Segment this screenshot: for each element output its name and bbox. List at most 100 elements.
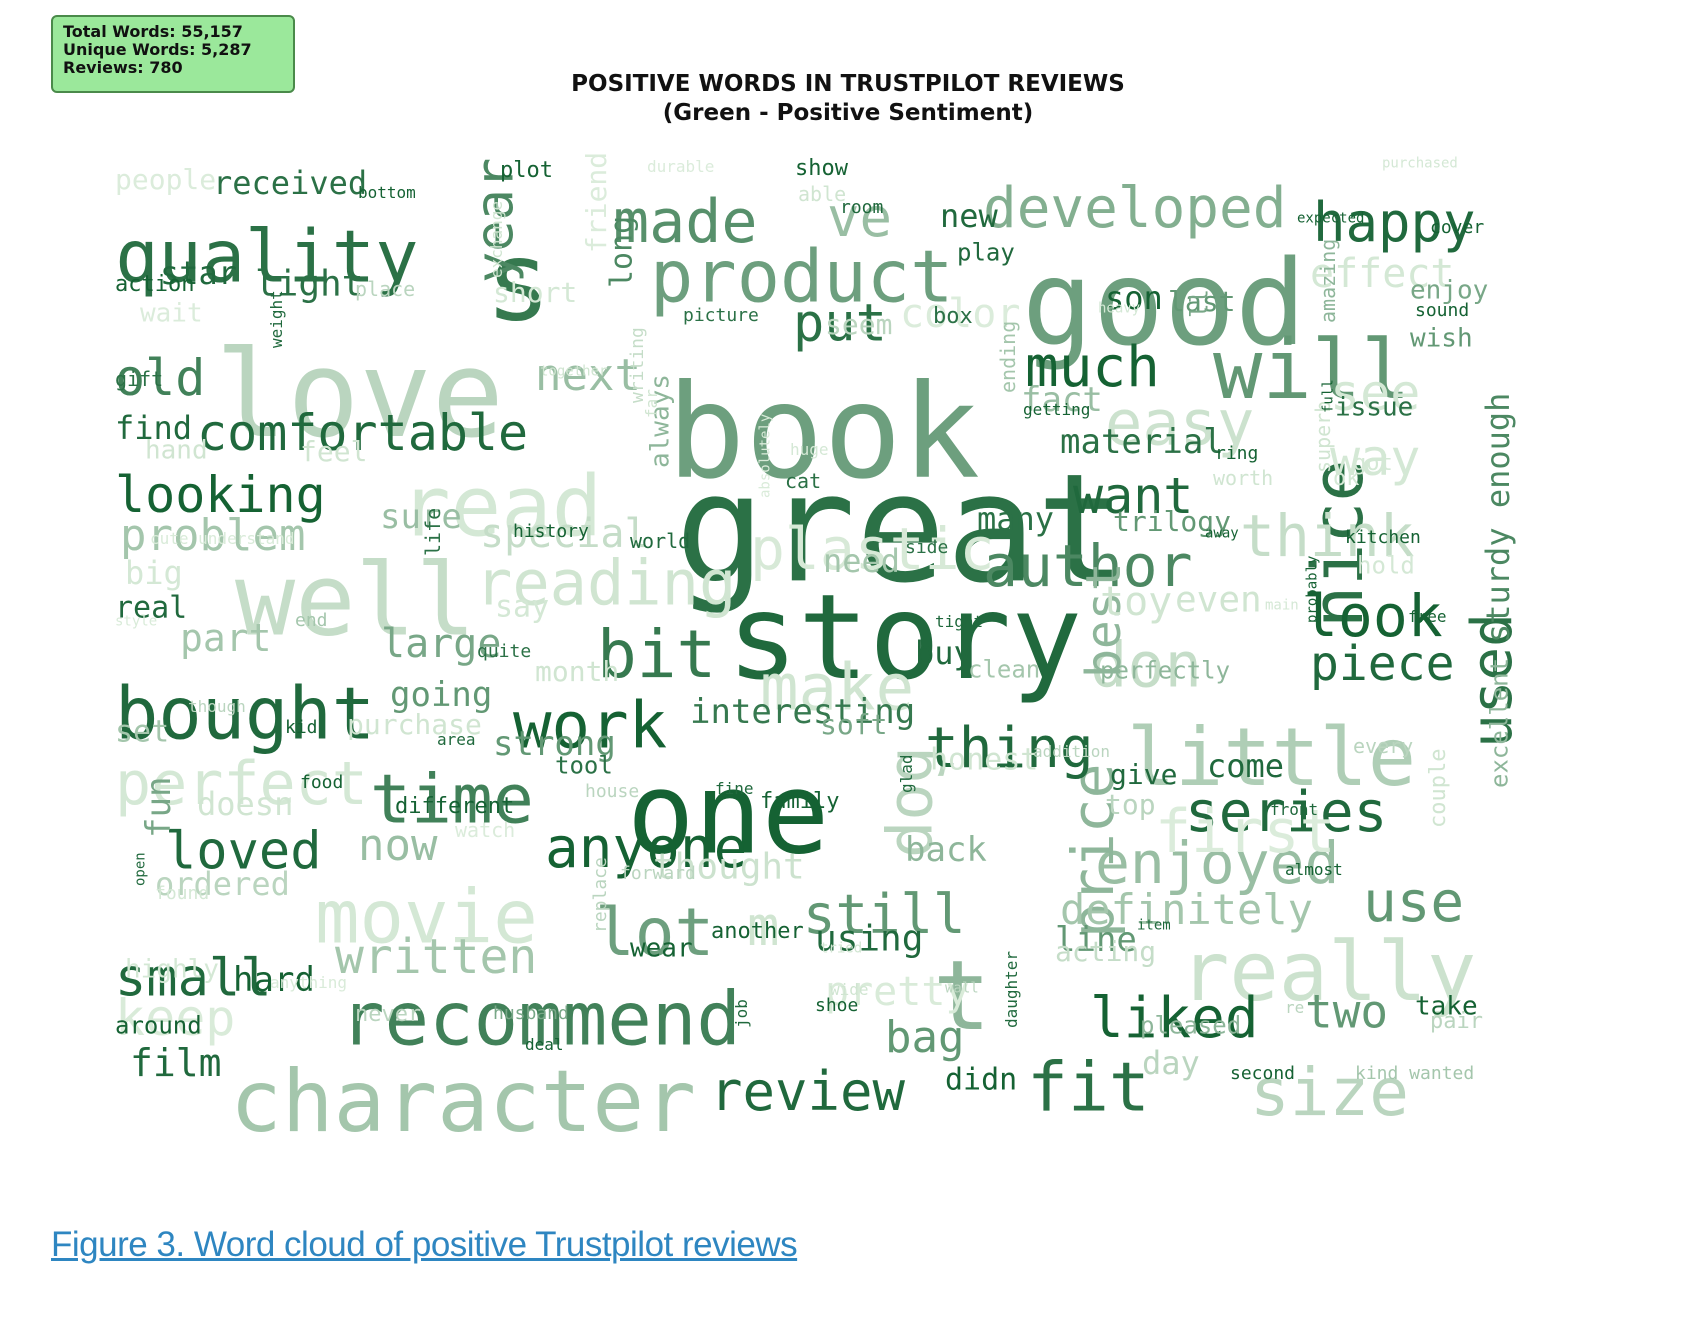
word-cover: cover — [1430, 217, 1484, 238]
word-put: put — [793, 294, 887, 354]
word-purchase: purchase — [347, 708, 482, 741]
word-best: best — [1076, 562, 1132, 678]
word-never: never — [355, 1002, 421, 1027]
word-next: next — [535, 350, 641, 401]
word-back: back — [905, 830, 987, 870]
stats-box: Total Words: 55,157 Unique Words: 5,287 … — [51, 15, 295, 93]
word-new: new — [940, 197, 999, 235]
word-piece: piece — [1310, 636, 1455, 692]
word-food: food — [300, 772, 343, 793]
word-feel: feel — [300, 435, 367, 468]
word-son: son — [1105, 279, 1163, 317]
word-bit: bit — [597, 616, 716, 693]
word-set: set — [115, 715, 169, 750]
word-nice: nice — [1297, 459, 1379, 628]
word-short: short — [493, 276, 577, 309]
word-bottom: bottom — [358, 183, 416, 202]
word-problem: problem — [120, 510, 305, 561]
word-superb: superb — [1311, 401, 1335, 473]
unique-words-stat: Unique Words: 5,287 — [63, 40, 252, 59]
word-sound: sound — [1415, 300, 1469, 321]
word-world: world — [630, 529, 690, 553]
word-kitchen: kitchen — [1345, 527, 1421, 548]
word-around: around — [115, 1012, 202, 1040]
word-ll: ll — [1186, 289, 1214, 318]
word-one: one — [627, 749, 829, 879]
word-another: another — [711, 919, 804, 944]
word-full: full — [1321, 379, 1337, 413]
word-place: place — [355, 277, 415, 301]
word-cat: cat — [785, 469, 821, 493]
word-author: author — [983, 532, 1193, 600]
word-ve: ve — [827, 186, 892, 249]
word-want: want — [1073, 467, 1193, 525]
word-hard: hard — [233, 960, 315, 1000]
word-make: make — [760, 651, 914, 725]
word-looking: looking — [115, 466, 326, 524]
figure-caption-link[interactable]: Figure 3. Word cloud of positive Trustpi… — [51, 1225, 798, 1264]
word-received: received — [213, 164, 367, 202]
word-book: book — [667, 356, 980, 508]
word-still: still — [803, 883, 966, 946]
word-liked: liked — [1090, 986, 1259, 1051]
word-ordered: ordered — [155, 865, 290, 903]
reviews-stat: Reviews: 780 — [63, 58, 183, 77]
word-t: t — [933, 940, 991, 1052]
word-strong: strong — [493, 724, 616, 764]
word-star: star — [160, 254, 237, 292]
word-wide: wide — [830, 980, 869, 999]
word-great: great — [675, 442, 1127, 616]
word-perfect: perfect — [115, 749, 368, 819]
word-find: find — [115, 409, 192, 447]
chart-title: POSITIVE WORDS IN TRUSTPILOT REVIEWS — [571, 71, 1125, 97]
word-good: good — [1022, 234, 1306, 372]
word-price: price — [1059, 763, 1127, 938]
word-expected: expected — [1297, 211, 1364, 227]
word-style: style — [115, 614, 157, 630]
word-now: now — [358, 820, 438, 871]
word-really: really — [1180, 925, 1476, 1020]
word-amazing: amazing — [1316, 239, 1340, 323]
word-light: light — [255, 264, 363, 305]
word-almost: almost — [1285, 860, 1343, 879]
word-look: look — [1303, 582, 1443, 650]
word-lot: lot — [595, 894, 714, 971]
word-m: m — [747, 895, 780, 958]
word-family: family — [760, 789, 839, 814]
word-forward: forward — [620, 863, 696, 884]
word-quite: quite — [477, 641, 531, 662]
word-think: think — [1240, 502, 1415, 570]
word-well: well — [235, 541, 476, 658]
word-heavy: heavy — [1098, 301, 1140, 317]
word-interesting: interesting — [690, 692, 915, 732]
word-wear: wear — [630, 933, 693, 963]
chart-subtitle: (Green - Positive Sentiment) — [662, 100, 1034, 126]
word-definitely: definitely — [1060, 885, 1313, 934]
word-side: side — [905, 537, 948, 558]
word-take: take — [1415, 991, 1478, 1021]
word-developed: developed — [983, 176, 1286, 241]
word-work: work — [513, 689, 667, 763]
word-say: say — [495, 590, 549, 625]
word-anyone: anyone — [545, 816, 747, 881]
word-free: free — [1408, 607, 1447, 626]
word-character: character — [230, 1052, 696, 1152]
word-day: day — [1142, 1044, 1200, 1082]
word-much: much — [1025, 335, 1160, 400]
word-second: second — [1230, 1063, 1295, 1084]
word-film: film — [130, 1041, 222, 1085]
word-kid: kid — [285, 717, 318, 738]
word-part: part — [180, 616, 272, 660]
word-made: made — [613, 187, 758, 257]
word-acting: acting — [1055, 935, 1156, 968]
word-year: year — [466, 158, 526, 283]
word-purchased: purchased — [1382, 156, 1458, 172]
word-sturdy-enough: sturdy enough — [1479, 393, 1517, 643]
word-clean: clean — [968, 656, 1040, 684]
word-dog: dog — [873, 746, 946, 858]
word-movie: movie — [315, 874, 538, 960]
word-two: two — [1305, 984, 1388, 1038]
word-read: read — [400, 457, 602, 555]
word-enjoyed: enjoyed — [1095, 829, 1339, 897]
